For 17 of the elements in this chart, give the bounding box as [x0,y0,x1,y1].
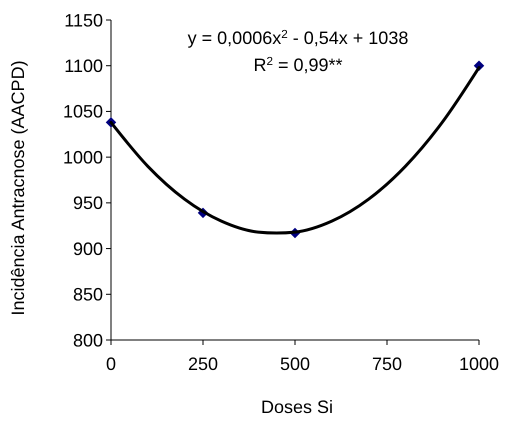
x-tick-label: 750 [372,354,402,374]
annotation: R$^{2}$ = 0,99** [253,54,343,75]
y-tick-label: 1100 [64,56,103,76]
y-tick-label: 1150 [64,10,103,30]
y-tick-label: 800 [72,330,103,350]
x-tick-label: 1000 [458,354,500,374]
x-tick-label: 250 [188,354,218,374]
x-tick-label: 500 [280,354,310,374]
y-tick-label: 1000 [62,147,103,168]
y-axis-title: Incidência Antracnose (AACPD) [8,60,28,316]
y-tick-label: 900 [72,238,103,259]
x-axis-title: Doses Si [260,397,334,417]
x-tick-label: 0 [106,354,116,374]
y-tick-label: 950 [72,193,103,214]
y-tick-label: 850 [72,284,103,305]
y-tick-label: 1050 [62,102,103,122]
annotation: y = 0,0006x$^{2}$ - 0,54x + 1038 [188,28,408,48]
